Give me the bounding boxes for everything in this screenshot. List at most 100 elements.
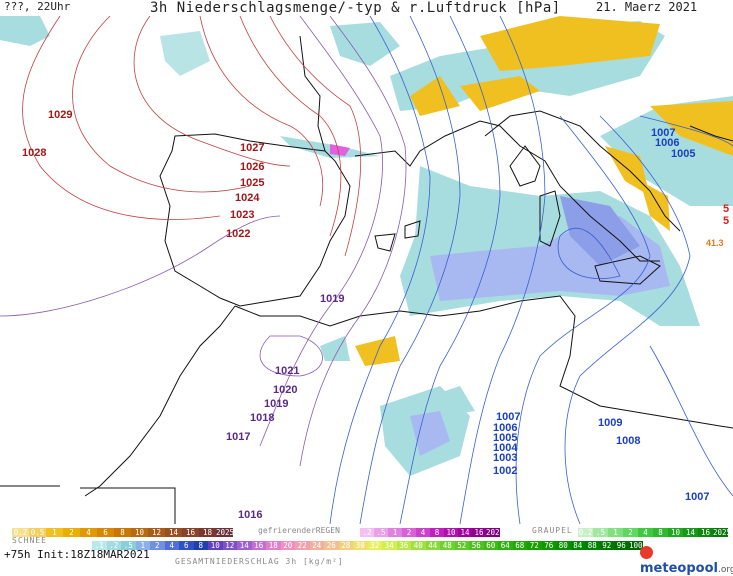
legend-swatch: 24 [309,541,324,550]
legend-swatch: 4 [164,541,179,550]
brand-main: meteo [640,561,687,576]
forecast-time-label: ???, 22Uhr [4,0,71,13]
isobar-label: 1009 [598,417,622,429]
isobar-label: 1016 [238,509,262,521]
legend-swatch: .1 [92,541,107,550]
legend-swatch: 2 [402,528,416,537]
total-precip-label: GESAMTNIEDERSCHLAG 3h [kg/m²] [175,557,344,566]
isobar-label: 1006 [493,422,517,434]
legend-swatch: .2 [106,541,121,550]
legend-swatch: 12 [148,528,165,537]
legend-swatch: 32 [367,541,382,550]
coastlines [0,35,733,524]
isobar-label: 1026 [240,161,264,173]
legend-swatch: 40 [411,541,426,550]
legend-swatch: 4 [80,528,97,537]
legend-swatch: 8 [193,541,208,550]
map-side-value: 41.3 [706,238,724,248]
legend-swatch: 44 [425,541,440,550]
legend-swatch: .5 [121,541,136,550]
isobar-label: 1023 [230,209,254,221]
legend-swatch: 10 [131,528,148,537]
isobar-label: 1021 [275,365,299,377]
legend-swatch: 30 [353,541,368,550]
legend-swatch: 12 [222,541,237,550]
legend-swatch: 2 [63,528,80,537]
freezing-rain-label: gefrierenderREGEN [258,526,340,535]
isobars-mid [0,16,407,467]
legend-swatch: 10 [208,541,223,550]
legend-swatch: 2 [623,528,638,537]
legend-swatch: 2025+ [216,528,233,537]
legend-swatch: 52 [454,541,469,550]
isobar-label: 1007 [685,491,709,503]
isobars-low [329,16,733,524]
legend-swatch: 2 [150,541,165,550]
legend-swatch: 48 [440,541,455,550]
legend-swatch: 72 [527,541,542,550]
isobar-label: 1007 [496,411,520,423]
isobar-label: 1024 [235,192,260,204]
legend-swatch: 10 [444,528,458,537]
legend-swatch: 76 [541,541,556,550]
legend-swatch: 92 [599,541,614,550]
brand-tld: .org [717,565,733,575]
legend-swatch: 8 [653,528,668,537]
isobar-label: 1025 [240,177,264,189]
legend-swatch: 16 [251,541,266,550]
snow-label: SCHNEE [12,536,47,545]
graupel-label: GRAUPEL [532,526,573,535]
legend-swatch: 1 [135,541,150,550]
legend-swatch: 10 [668,528,683,537]
isobar-label: 1005 [493,432,517,444]
legend-swatch: 0.2 [12,528,29,537]
isobar-label: 1028 [22,147,46,159]
legend-swatch: 1 [388,528,402,537]
legend-swatch: 8 [430,528,444,537]
legend-swatch: 20 [280,541,295,550]
legend-swatch: 56 [469,541,484,550]
map-title: 3h Niederschlagsmenge/-typ & r.Luftdruck… [150,0,561,16]
legend-swatch: 80 [556,541,571,550]
legend-swatch: 1 [608,528,623,537]
legend-swatch: 6 [179,541,194,550]
legend-swatch: .2 [360,528,374,537]
isobar-label: 1018 [250,412,274,424]
legend-swatch: 2025+ [713,528,728,537]
isobar-label: 1005 [671,148,695,160]
legend-swatch: 14 [458,528,472,537]
legend-swatch: 18 [199,528,216,537]
isobar-label: 1006 [655,137,679,149]
legend-swatch: 26 [324,541,339,550]
isobar-labels: 1029 1028 1027 1026 1025 1024 1023 1022 … [22,109,729,521]
legend-swatch: 14 [683,528,698,537]
legend-swatch: 88 [585,541,600,550]
init-time: +75h Init:18Z18MAR2021 [4,548,150,561]
legend-swatch: 16 [182,528,199,537]
map-side-value: 5 [723,203,729,215]
isobar-label: 1020 [273,384,297,396]
isobar-label: 1003 [493,452,517,464]
isobar-label: 1002 [493,465,517,477]
map-header: ???, 22Uhr 3h Niederschlagsmenge/-typ & … [0,0,733,18]
isobar-label: 1022 [226,228,250,240]
legend-swatch: 28 [338,541,353,550]
isobar-label: 1007 [651,127,675,139]
legend-swatch: 16 [698,528,713,537]
legend-swatch: 96 [614,541,629,550]
legend-swatch: 84 [570,541,585,550]
legend-swatch: 4 [638,528,653,537]
precipitation-legend: SCHNEE gefrierenderREGEN GRAUPEL GESAMTN… [0,524,733,566]
legend-swatch: 14 [237,541,252,550]
legend-swatch: 2025+ [486,528,500,537]
isobar-label: 1004 [493,442,518,454]
isobars-high [22,16,362,257]
isobar-label: 1019 [320,293,344,305]
legend-swatch: 16 [472,528,486,537]
legend-swatch: 100 [628,541,643,550]
logo-dot-icon [640,546,653,559]
legend-swatch: 22 [295,541,310,550]
meteopool-logo[interactable]: meteopool.org [640,546,733,576]
legend-swatch: 6 [97,528,114,537]
legend-swatch: 60 [483,541,498,550]
